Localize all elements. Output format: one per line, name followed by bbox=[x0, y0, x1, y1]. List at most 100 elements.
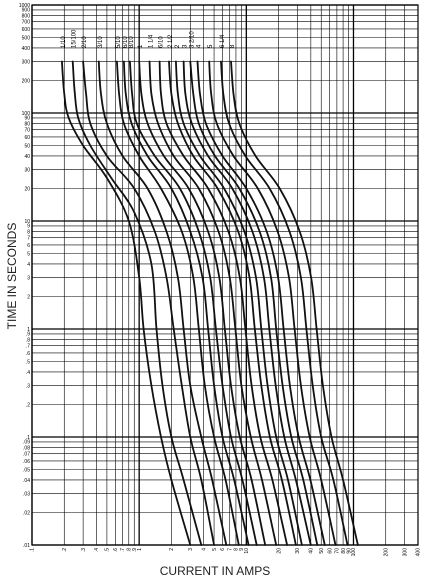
curve-5 bbox=[123, 60, 250, 546]
x-tick-label-20: 30 bbox=[295, 548, 301, 554]
plot-border bbox=[31, 4, 419, 546]
y-axis-title: TIME IN SECONDS bbox=[5, 223, 19, 330]
x-tick-label-14: 6 bbox=[220, 548, 226, 551]
y-tick-label-17: .9 bbox=[26, 332, 30, 338]
curve-label-2: 2/10 bbox=[82, 36, 88, 48]
x-tick-label-15: 7 bbox=[227, 548, 233, 551]
y-tick-label-39: 400 bbox=[22, 46, 31, 52]
curve-label-1: 15/100 bbox=[72, 29, 78, 48]
x-tick-label-22: 50 bbox=[319, 548, 325, 554]
y-tick-label-27: 10 bbox=[24, 219, 30, 225]
y-tick-label-0: .01 bbox=[23, 543, 30, 549]
y-tick-label-30: 40 bbox=[24, 154, 30, 160]
x-tick-label-27: 100 bbox=[351, 548, 357, 557]
y-tick-label-13: .5 bbox=[26, 359, 30, 365]
curve-label-11: 2 bbox=[175, 44, 181, 48]
y-tick-label-11: .3 bbox=[26, 383, 30, 389]
x-tick-label-6: .7 bbox=[120, 548, 126, 552]
curve-9 bbox=[158, 60, 288, 546]
y-tick-label-31: 50 bbox=[24, 143, 30, 149]
x-tick-label-16: 8 bbox=[234, 548, 240, 551]
y-tick-label-24: 7 bbox=[27, 236, 30, 242]
curve-15 bbox=[208, 60, 337, 546]
curve-11 bbox=[175, 60, 303, 546]
y-tick-label-42: 700 bbox=[22, 20, 31, 26]
y-tick-label-34: 80 bbox=[24, 121, 30, 127]
y-tick-label-22: 5 bbox=[27, 251, 30, 257]
x-tick-label-0: .1 bbox=[30, 548, 36, 552]
y-tick-label-41: 600 bbox=[22, 27, 31, 33]
y-tick-label-25: 8 bbox=[27, 229, 30, 235]
y-tick-label-36: 100 bbox=[22, 111, 31, 117]
y-tick-label-44: 900 bbox=[22, 8, 31, 14]
y-tick-label-29: 30 bbox=[24, 167, 30, 173]
curve-2 bbox=[82, 60, 215, 546]
x-tick-label-30: 400 bbox=[416, 548, 422, 557]
y-tick-label-21: 4 bbox=[27, 262, 30, 268]
curve-label-0: 1/10 bbox=[61, 36, 67, 48]
x-tick-label-1: .2 bbox=[62, 548, 68, 552]
curves-layer bbox=[61, 60, 359, 546]
y-tick-label-32: 60 bbox=[24, 135, 30, 141]
y-tick-label-35: 90 bbox=[24, 116, 30, 122]
curve-label-12: 3 bbox=[183, 44, 189, 48]
x-tick-label-12: 4 bbox=[201, 548, 207, 551]
x-tick-label-11: 3 bbox=[188, 548, 194, 551]
y-tick-label-8: .09 bbox=[23, 440, 30, 446]
curve-labels: 1/10 15/100 2/10 3/10 5/10 6/10 8/10 1 1 1/4 6/10… bbox=[61, 29, 236, 48]
y-tick-label-16: .8 bbox=[26, 337, 30, 343]
x-tick-label-8: .9 bbox=[132, 548, 138, 552]
y-tick-label-2: .03 bbox=[23, 491, 30, 497]
grid-lines bbox=[31, 4, 419, 546]
curve-1 bbox=[71, 60, 203, 546]
x-tick-label-3: .4 bbox=[94, 548, 100, 552]
x-axis-title: CURRENT IN AMPS bbox=[160, 564, 270, 578]
y-tick-label-10: .2 bbox=[26, 402, 30, 408]
x-tick-label-7: .8 bbox=[126, 548, 132, 552]
curve-label-3: 3/10 bbox=[98, 36, 104, 48]
y-tick-label-3: .04 bbox=[23, 478, 30, 484]
curve-label-7: 1 bbox=[138, 44, 144, 48]
y-tick-labels: .01 .02 .03 .04 .05 .06.07.08.09.1 .2 .3 .4 .5 .6.… bbox=[19, 3, 30, 549]
y-tick-label-14: .6 bbox=[26, 351, 30, 357]
x-tick-label-29: 300 bbox=[402, 548, 408, 557]
curve-12 bbox=[182, 60, 312, 546]
curve-8 bbox=[148, 60, 278, 546]
curve-16 bbox=[220, 60, 349, 546]
curve-label-10: 2 1/2 bbox=[168, 34, 174, 48]
y-tick-label-6: .07 bbox=[23, 452, 30, 458]
curve-label-9: 6/10 bbox=[159, 36, 165, 48]
curve-label-17: 8 bbox=[230, 44, 236, 48]
x-tick-label-28: 200 bbox=[383, 548, 389, 557]
curve-17 bbox=[230, 60, 359, 546]
curve-label-16: 6 1/4 bbox=[220, 34, 226, 48]
curve-3 bbox=[97, 60, 228, 546]
y-tick-label-12: .4 bbox=[26, 370, 30, 376]
x-tick-label-10: 2 bbox=[169, 548, 175, 551]
curve-label-8: 1 1/4 bbox=[149, 34, 155, 48]
y-tick-label-9: .1 bbox=[26, 435, 30, 441]
y-tick-label-45: 1000 bbox=[19, 3, 30, 9]
y-tick-label-1: .02 bbox=[23, 510, 30, 516]
y-tick-label-38: 300 bbox=[22, 59, 31, 65]
y-tick-label-20: 3 bbox=[27, 275, 30, 281]
x-tick-label-25: 80 bbox=[341, 548, 347, 554]
plot-frame bbox=[31, 4, 419, 546]
y-tick-label-26: 9 bbox=[27, 224, 30, 230]
curve-7 bbox=[138, 60, 267, 546]
curve-0 bbox=[61, 60, 192, 546]
x-tick-label-2: .3 bbox=[81, 548, 87, 552]
y-tick-label-23: 6 bbox=[27, 243, 30, 249]
curve-label-4: 5/10 bbox=[116, 36, 122, 48]
y-tick-label-28: 20 bbox=[24, 186, 30, 192]
x-tick-label-24: 70 bbox=[335, 548, 341, 554]
y-tick-label-18: 1 bbox=[27, 327, 30, 333]
curve-10 bbox=[168, 60, 297, 546]
y-tick-label-15: .7 bbox=[26, 344, 30, 350]
y-tick-label-5: .06 bbox=[23, 459, 30, 465]
x-tick-label-4: .5 bbox=[105, 548, 111, 552]
y-tick-label-7: .08 bbox=[23, 445, 30, 451]
x-tick-label-19: 20 bbox=[276, 548, 282, 554]
x-tick-label-5: .6 bbox=[113, 548, 119, 552]
